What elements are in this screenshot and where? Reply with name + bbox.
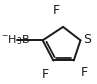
Text: $^{-}$H$_{3}$B: $^{-}$H$_{3}$B (1, 33, 30, 47)
Text: F: F (81, 66, 88, 79)
Text: F: F (53, 4, 60, 17)
Text: S: S (83, 33, 91, 46)
Text: F: F (42, 68, 49, 81)
